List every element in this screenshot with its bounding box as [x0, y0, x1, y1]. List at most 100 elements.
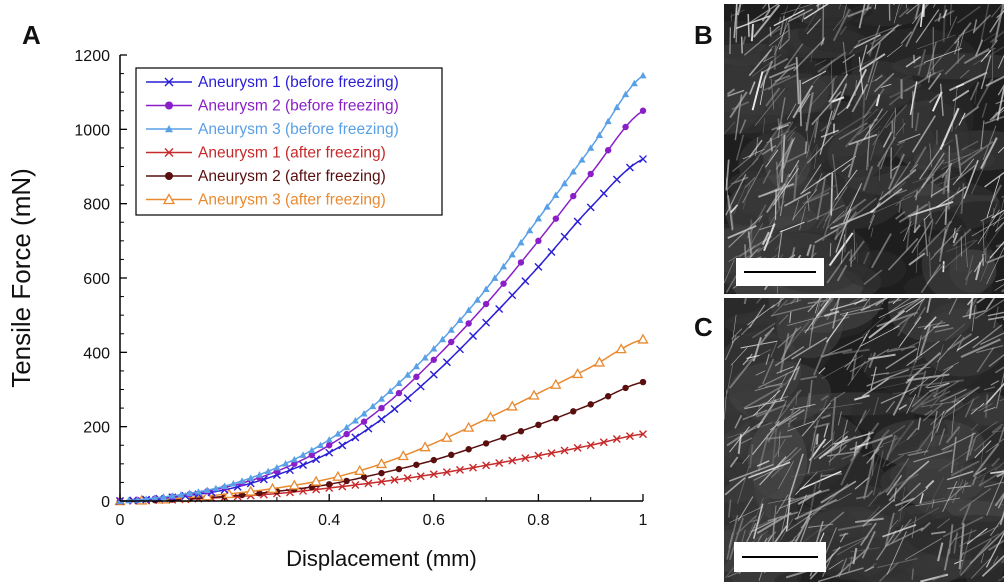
microscopy-image-c [724, 298, 1004, 582]
data-point [613, 103, 621, 111]
data-point [343, 477, 350, 485]
data-point [338, 482, 347, 491]
data-point [469, 332, 478, 341]
x-axis-label: Displacement (mm) [286, 546, 477, 571]
data-point [521, 454, 530, 463]
data-point [604, 147, 612, 154]
data-point [456, 316, 464, 324]
data-point [550, 378, 562, 389]
x-tick-label: 0.2 [213, 512, 235, 529]
data-point [403, 474, 412, 483]
data-point [412, 362, 420, 370]
data-point [534, 262, 543, 271]
data-point [221, 482, 229, 490]
data-point [177, 490, 185, 498]
data-point [441, 431, 453, 442]
data-point [447, 326, 455, 333]
data-point [547, 247, 556, 256]
data-point [360, 418, 368, 425]
data-point [482, 318, 491, 327]
data-point [639, 107, 647, 114]
data-point [316, 441, 325, 449]
panel-label-b: B [694, 20, 713, 50]
data-point [573, 443, 582, 452]
data-point [334, 430, 342, 437]
data-point [377, 415, 386, 424]
data-point [351, 433, 360, 442]
data-point [482, 440, 490, 447]
data-point [517, 238, 525, 246]
data-point [290, 455, 298, 463]
data-point [288, 479, 300, 490]
data-point [378, 404, 385, 412]
data-point [612, 435, 621, 444]
y-axis-label: Tensile Force (mN) [6, 168, 36, 388]
data-point [326, 442, 333, 449]
data-point [364, 479, 373, 488]
data-point [482, 285, 490, 293]
data-point [416, 472, 425, 481]
data-point [165, 172, 173, 180]
data-point [223, 488, 235, 499]
data-point [528, 389, 540, 400]
scale-bar-b [736, 258, 824, 286]
data-point [343, 423, 351, 431]
data-point [508, 456, 517, 465]
legend-label: Aneurysm 3 (after freezing) [198, 192, 386, 209]
data-point [543, 203, 551, 210]
x-tick-label: 1 [639, 512, 648, 529]
data-point [299, 461, 308, 469]
data-point [360, 409, 368, 417]
data-point [484, 411, 497, 422]
data-point [599, 189, 608, 198]
data-point [165, 125, 173, 133]
legend-item: Aneurysm 1 (after freezing) [146, 145, 386, 162]
data-point [201, 490, 213, 501]
legend: Aneurysm 1 (before freezing) Aneurysm 2 (… [135, 67, 443, 216]
data-point [310, 475, 322, 486]
data-point [534, 214, 542, 222]
data-point [622, 123, 629, 131]
data-point [491, 274, 499, 281]
data-point [395, 389, 403, 397]
data-point [630, 79, 638, 87]
data-point [465, 446, 472, 453]
data-point [495, 305, 504, 314]
y-tick-label: 200 [83, 420, 110, 437]
data-point [364, 424, 373, 433]
data-point [552, 415, 560, 422]
data-point [637, 333, 649, 344]
data-point [552, 215, 560, 222]
legend-item: Aneurysm 2 (after freezing) [146, 168, 386, 185]
data-point [256, 490, 263, 497]
data-point [586, 441, 595, 450]
data-point [552, 191, 560, 198]
x-tick-label: 0.8 [527, 512, 549, 529]
y-tick-label: 1200 [74, 48, 110, 65]
y-axis-ticks: 0 200 400 600 800 1000 1200 [74, 48, 127, 511]
data-point [521, 277, 530, 286]
data-point [430, 345, 438, 352]
data-point [351, 417, 359, 424]
data-point [430, 456, 437, 464]
data-point [354, 464, 366, 475]
data-point [386, 387, 394, 394]
y-tick-label: 600 [83, 271, 110, 288]
data-point [247, 474, 255, 481]
data-point [625, 163, 634, 172]
data-point [499, 262, 508, 270]
data-point [390, 475, 399, 484]
microscopy-image-b [724, 4, 1004, 294]
data-point [463, 421, 475, 432]
data-point [593, 356, 606, 367]
data-point [448, 451, 455, 459]
data-point [465, 320, 472, 327]
data-point [482, 300, 490, 308]
legend-item: Aneurysm 1 (before freezing) [146, 74, 399, 91]
data-point [377, 395, 386, 402]
data-point [508, 250, 516, 258]
data-point [547, 449, 556, 458]
data-point [587, 401, 594, 408]
y-tick-label: 400 [83, 345, 110, 362]
data-point [273, 463, 281, 471]
